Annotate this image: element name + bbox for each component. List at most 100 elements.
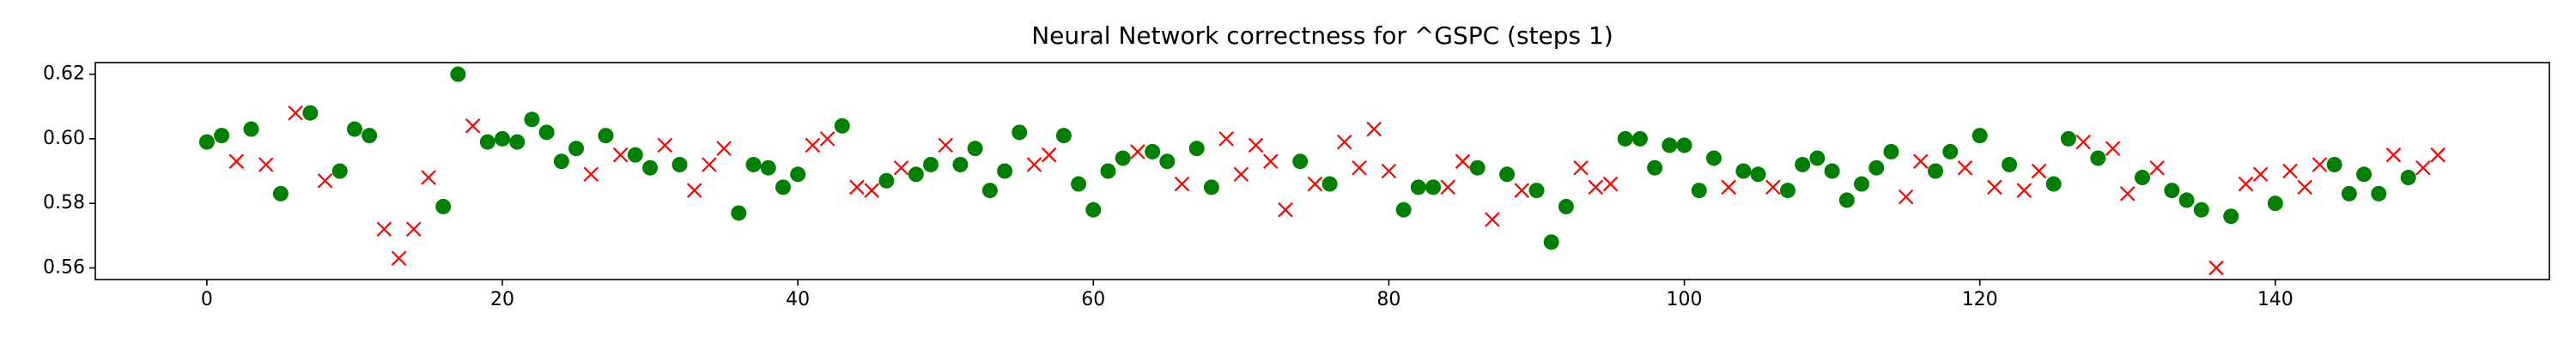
point [2385,147,2402,163]
point [1321,176,1338,192]
point [1395,202,1412,218]
point [538,124,555,141]
point [1795,156,1811,172]
point [686,183,702,198]
point [1971,128,1988,144]
point [479,134,495,150]
point [598,128,614,144]
point [1691,183,1707,199]
y-tick-label: 0.58 [43,192,85,214]
point [2134,170,2150,186]
point [1987,179,2002,196]
point [228,153,245,169]
point [627,147,643,163]
point [923,156,939,172]
point [1662,137,1678,153]
point [2252,166,2269,183]
point [1957,159,1973,176]
point [1352,159,1367,176]
point [1485,212,1500,227]
point [1883,143,1899,159]
point [1824,163,1840,179]
point [2238,176,2254,192]
point [2356,166,2372,183]
y-tick-label: 0.60 [43,128,85,149]
point [1942,143,1959,159]
point [1647,159,1663,176]
point [2060,130,2076,147]
point [509,134,526,150]
point [1115,150,1131,166]
point [272,185,289,202]
point [1721,179,1736,196]
point [790,166,806,183]
point [1765,179,1781,196]
point [568,141,585,157]
plot-frame [94,62,2550,280]
point [435,198,452,214]
point [2164,183,2180,199]
point [376,221,392,238]
point [864,183,879,198]
point [1573,159,1589,176]
point [2341,185,2357,202]
y-tick-label: 0.56 [43,256,85,278]
x-tick-label: 60 [1081,289,1105,310]
point [450,66,466,82]
point [878,172,895,189]
point [2415,159,2431,176]
point [524,111,540,128]
point [1055,128,1072,144]
point [1631,130,1648,147]
point [1735,163,1752,179]
point [317,173,333,189]
point [967,141,983,157]
point [671,156,688,172]
point [495,130,511,147]
point [731,205,747,221]
point [1218,131,1234,147]
point [997,163,1013,179]
point [2193,202,2209,218]
point [2075,134,2091,150]
point [406,221,422,238]
x-tick-label: 40 [786,289,810,310]
point [908,166,924,183]
point [716,141,732,156]
point [1528,183,1545,199]
point [2267,196,2283,212]
point [1145,143,1161,159]
point [2002,156,2018,172]
point [1676,137,1692,153]
point [1913,153,1929,169]
x-tick-label: 80 [1376,289,1400,310]
point [1928,163,1944,179]
point [1705,150,1722,166]
point [760,159,776,176]
point [2282,163,2298,179]
point [1868,159,1885,176]
point [391,250,407,266]
point [1307,176,1323,192]
point [702,157,717,172]
x-tick-label: 140 [2257,289,2293,310]
point [1100,163,1116,179]
point [2371,185,2387,202]
point [2031,163,2047,179]
x-tick-label: 120 [1962,289,1998,310]
point [2326,156,2342,172]
x-tick-label: 100 [1667,289,1703,310]
point [2208,260,2224,276]
point [1188,141,1205,157]
point [1203,179,1219,196]
point [612,147,629,163]
point [198,134,215,150]
point [243,121,259,137]
point [1499,166,1516,183]
point [1410,179,1426,196]
point [1617,130,1633,147]
point [553,153,569,170]
point [952,156,969,172]
point [1278,202,1293,218]
